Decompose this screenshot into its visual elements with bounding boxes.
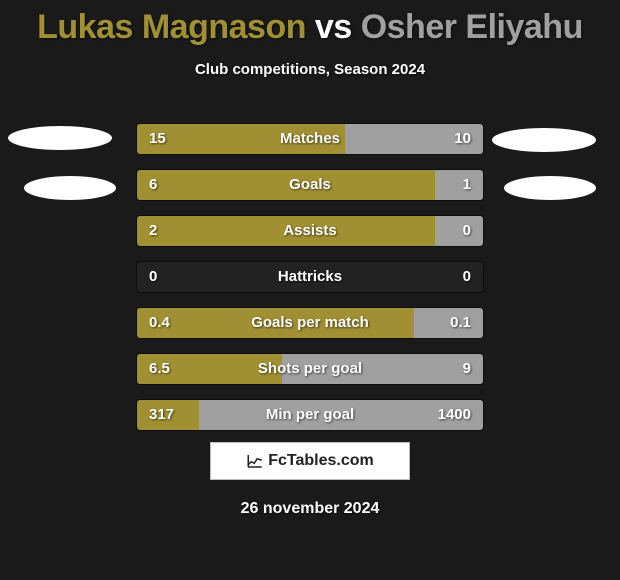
stat-row: 3171400Min per goal [136, 399, 484, 431]
stat-label: Min per goal [137, 400, 483, 430]
decorative-ellipse [24, 176, 116, 200]
player2-name: Osher Eliyahu [361, 8, 583, 46]
subtitle: Club competitions, Season 2024 [0, 61, 620, 78]
stats-container: 1510Matches 61Goals 20Assists 00Hattricks 0.… [136, 123, 484, 445]
stat-row: 00Hattricks [136, 261, 484, 293]
brand-badge: FcTables.com [210, 442, 410, 480]
chart-icon [246, 452, 264, 470]
stat-label: Goals [137, 170, 483, 200]
comparison-title: Lukas Magnason vs Osher Eliyahu [0, 0, 620, 47]
decorative-ellipse [8, 126, 112, 150]
stat-row: 1510Matches [136, 123, 484, 155]
stat-label: Hattricks [137, 262, 483, 292]
decorative-ellipse [504, 176, 596, 200]
stat-row: 0.40.1Goals per match [136, 307, 484, 339]
player1-name: Lukas Magnason [37, 8, 306, 46]
vs-separator: vs [306, 8, 361, 46]
stat-label: Matches [137, 124, 483, 154]
decorative-ellipse [492, 128, 596, 152]
stat-label: Assists [137, 216, 483, 246]
stat-row: 6.59Shots per goal [136, 353, 484, 385]
stat-row: 61Goals [136, 169, 484, 201]
stat-row: 20Assists [136, 215, 484, 247]
stat-label: Shots per goal [137, 354, 483, 384]
date-text: 26 november 2024 [0, 500, 620, 518]
brand-text: FcTables.com [268, 452, 374, 470]
stat-label: Goals per match [137, 308, 483, 338]
